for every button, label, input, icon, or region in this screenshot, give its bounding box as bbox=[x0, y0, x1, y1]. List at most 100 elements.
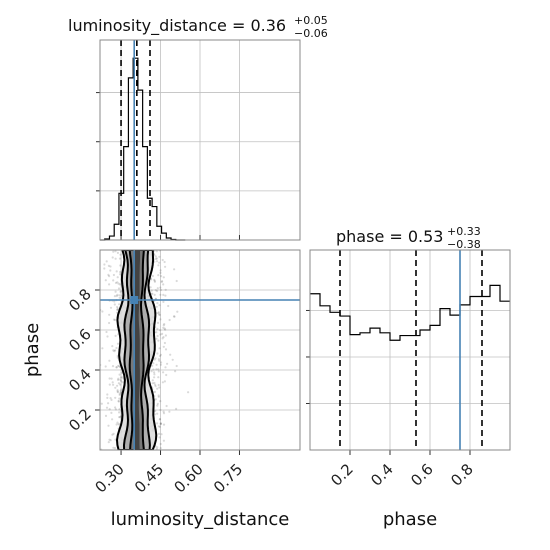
joint-scatter-point bbox=[112, 273, 115, 277]
joint-scatter-point bbox=[158, 304, 161, 307]
joint-scatter-point bbox=[112, 383, 115, 386]
joint-scatter-point bbox=[108, 359, 111, 362]
joint-scatter-point bbox=[117, 364, 120, 367]
joint-scatter-point bbox=[151, 382, 154, 385]
joint-scatter-point bbox=[119, 376, 122, 379]
joint-scatter-point bbox=[118, 257, 122, 260]
joint-scatter-point bbox=[108, 313, 111, 316]
joint-scatter-point bbox=[154, 257, 157, 260]
joint-scatter-point bbox=[160, 433, 163, 436]
joint-scatter-point bbox=[113, 300, 116, 303]
joint-scatter-point bbox=[118, 408, 121, 411]
joint-scatter-point bbox=[153, 358, 156, 361]
joint-scatter-point bbox=[153, 279, 156, 282]
joint-scatter-point bbox=[117, 287, 121, 290]
joint-scatter-point bbox=[119, 391, 122, 394]
phase-y-axis-label: phase bbox=[22, 323, 43, 377]
joint-scatter-point bbox=[108, 283, 111, 286]
joint-scatter-point bbox=[162, 324, 165, 327]
joint-scatter-point bbox=[111, 256, 114, 259]
joint-scatter-point bbox=[158, 418, 162, 421]
joint-scatter-point bbox=[104, 365, 107, 368]
joint-scatter-point bbox=[159, 408, 162, 412]
joint-scatter-point bbox=[165, 404, 168, 408]
joint-scatter-point bbox=[114, 290, 117, 293]
joint-scatter-point bbox=[158, 261, 161, 264]
joint-scatter-point bbox=[162, 283, 165, 286]
joint-scatter-point bbox=[156, 387, 159, 390]
joint-scatter-point bbox=[116, 293, 119, 296]
joint-scatter-point bbox=[164, 288, 167, 291]
joint-scatter-point bbox=[162, 276, 165, 279]
joint-contour-line bbox=[115, 250, 158, 450]
joint-scatter-point bbox=[117, 378, 120, 381]
joint-scatter-point bbox=[116, 308, 119, 311]
joint-scatter-point bbox=[110, 377, 113, 380]
joint-scatter-point bbox=[113, 295, 116, 298]
joint-scatter-point bbox=[156, 327, 159, 330]
joint-scatter-point bbox=[106, 393, 109, 396]
joint-scatter-point bbox=[92, 349, 94, 351]
joint-scatter-point bbox=[175, 364, 178, 368]
joint-scatter-point bbox=[159, 293, 162, 296]
joint-scatter-point bbox=[112, 279, 115, 282]
ld-tick-label: 0.75 bbox=[210, 460, 246, 496]
joint-scatter-point bbox=[158, 425, 161, 428]
joint-scatter-point bbox=[167, 304, 170, 308]
joint-scatter-point bbox=[117, 423, 120, 426]
joint-scatter-point bbox=[114, 396, 117, 399]
joint-scatter-point bbox=[116, 307, 119, 310]
phase-y-tick-label: 0.2 bbox=[65, 405, 95, 435]
joint-scatter-point bbox=[155, 331, 158, 334]
ph-hist-frame bbox=[309, 249, 511, 451]
joint-scatter-point bbox=[103, 263, 106, 266]
joint-scatter-point bbox=[110, 411, 113, 414]
joint-scatter-point bbox=[116, 308, 119, 311]
joint-scatter-point bbox=[114, 281, 118, 284]
joint-scatter-point bbox=[107, 441, 110, 444]
joint-scatter-point bbox=[117, 400, 120, 403]
joint-scatter-point bbox=[159, 363, 162, 366]
joint-scatter-point bbox=[156, 287, 159, 290]
joint-scatter-point bbox=[116, 391, 120, 394]
joint-scatter-point bbox=[109, 439, 112, 442]
joint-scatter-point bbox=[157, 432, 161, 435]
joint-scatter-point bbox=[109, 306, 113, 309]
joint-scatter-point bbox=[118, 392, 121, 395]
joint-scatter-point bbox=[116, 305, 119, 309]
phase-title: phase = 0.53 bbox=[336, 227, 443, 246]
joint-scatter-point bbox=[163, 260, 166, 264]
joint-scatter-point bbox=[155, 337, 158, 340]
ld-tick-label: 0.45 bbox=[131, 460, 167, 496]
joint-scatter-point bbox=[159, 269, 162, 272]
joint-scatter-point bbox=[109, 265, 112, 268]
joint-contour-line bbox=[128, 250, 145, 450]
luminosity-distance-hist-panel bbox=[96, 39, 301, 241]
phase-err-plus: +0.33 bbox=[447, 225, 481, 238]
joint-scatter-point bbox=[155, 363, 158, 366]
joint-scatter-point bbox=[164, 294, 167, 297]
ld-hist-frame bbox=[99, 39, 301, 241]
joint-scatter-point bbox=[161, 280, 164, 283]
joint-scatter-point bbox=[157, 339, 160, 342]
joint-scatter-point bbox=[107, 402, 110, 405]
joint-scatter-point bbox=[118, 283, 121, 286]
joint-scatter-point bbox=[163, 327, 166, 330]
joint-scatter-point bbox=[156, 302, 159, 305]
joint-scatter-point bbox=[115, 366, 118, 369]
joint-scatter-point bbox=[114, 250, 117, 253]
joint-scatter-point bbox=[157, 368, 160, 371]
phase-y-tick-label: 0.6 bbox=[65, 325, 95, 355]
ld-hist-steps bbox=[100, 57, 186, 241]
joint-scatter-point bbox=[118, 416, 121, 419]
joint-scatter-point bbox=[164, 328, 167, 331]
joint-scatter-point bbox=[104, 279, 107, 282]
joint-scatter-point bbox=[108, 321, 111, 325]
joint-scatter-point bbox=[116, 390, 119, 393]
joint-scatter-point bbox=[108, 438, 111, 441]
joint-scatter-point bbox=[119, 389, 122, 392]
joint-scatter-point bbox=[157, 264, 160, 267]
joint-scatter-point bbox=[153, 373, 156, 376]
joint-scatter-point bbox=[159, 442, 162, 446]
